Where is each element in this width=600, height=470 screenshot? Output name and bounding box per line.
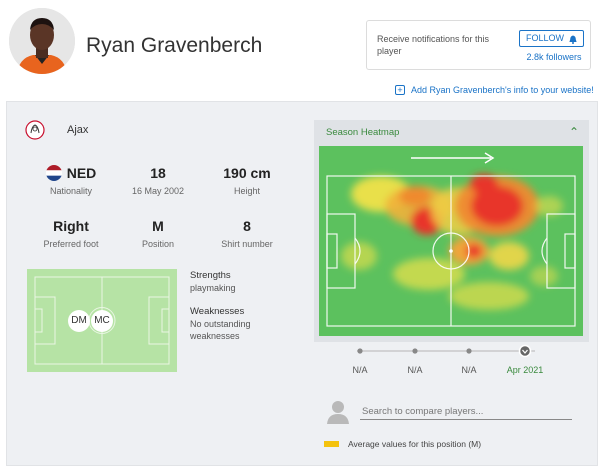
club-name: Ajax	[67, 124, 89, 136]
stat-position: M Position	[108, 218, 208, 249]
heatmap-pitch	[319, 146, 583, 336]
followers-count: 2.8k followers	[526, 52, 582, 62]
compare-search	[325, 398, 585, 428]
notification-text: Receive notifications for this player	[377, 34, 490, 56]
stat-value: 8	[243, 218, 251, 234]
stat-shirt-number: 8 Shirt number	[197, 218, 297, 249]
legend: Average values for this position (M)	[324, 439, 481, 449]
plus-icon: +	[395, 85, 405, 95]
legend-swatch	[324, 441, 339, 447]
notification-box: Receive notifications for this player FO…	[366, 20, 591, 70]
stat-preferred-foot: Right Preferred foot	[21, 218, 121, 249]
attack-direction-arrow-icon	[411, 152, 495, 164]
timeline-point-active[interactable]: Apr 2021	[506, 365, 544, 375]
compare-players-input[interactable]	[360, 404, 572, 420]
heatmap-card: Season Heatmap ⌃	[314, 120, 589, 342]
legend-label: Average values for this position (M)	[348, 439, 482, 449]
stat-label: 16 May 2002	[131, 186, 185, 196]
position-dot-dm: DM	[68, 310, 90, 332]
stat-value: 18	[150, 165, 166, 181]
player-avatar	[9, 8, 75, 74]
strengths-block: Strengths playmaking	[190, 270, 236, 294]
stat-nationality: NED Nationality	[21, 165, 121, 196]
user-silhouette-icon	[327, 401, 349, 424]
heatmap-graphic	[326, 152, 576, 327]
bell-icon	[569, 35, 577, 44]
stat-value: NED	[66, 165, 97, 181]
strengths-items: playmaking	[190, 283, 236, 293]
player-info-panel: Ajax NED Nationality 18 16 May 2002 190 …	[6, 101, 598, 466]
position-pitch: DM MC	[27, 269, 177, 372]
season-timeline: N/A N/A N/A Apr 2021	[345, 344, 545, 375]
club-row[interactable]: Ajax	[25, 120, 88, 140]
weaknesses-items: No outstanding weaknesses	[190, 319, 251, 341]
follow-label: FOLLOW	[526, 33, 565, 43]
chevron-up-icon[interactable]: ⌃	[568, 125, 579, 139]
position-dot-mc: MC	[91, 310, 113, 332]
strengths-title: Strengths	[190, 270, 231, 281]
stat-label: Nationality	[49, 186, 93, 196]
player-header: Ryan Gravenberch Receive notifications f…	[0, 0, 600, 84]
timeline-track	[357, 344, 535, 358]
stat-label: Position	[141, 239, 175, 249]
stat-value: Right	[53, 218, 89, 234]
stat-height: 190 cm Height	[197, 165, 297, 196]
stat-label: Shirt number	[221, 239, 273, 249]
timeline-point[interactable]: N/A	[407, 365, 423, 375]
weaknesses-block: Weaknesses No outstanding weaknesses	[190, 306, 280, 342]
add-info-label: Add Ryan Gravenberch's info to your webs…	[411, 85, 594, 95]
stat-label: Preferred foot	[43, 239, 99, 249]
stat-label: Height	[233, 186, 260, 196]
timeline-point[interactable]: N/A	[352, 365, 368, 375]
player-name: Ryan Gravenberch	[86, 34, 263, 57]
follow-button[interactable]: FOLLOW	[519, 30, 584, 47]
weaknesses-title: Weaknesses	[190, 306, 245, 317]
timeline-point[interactable]: N/A	[461, 365, 477, 375]
club-logo-icon	[25, 120, 45, 140]
add-info-link[interactable]: + Add Ryan Gravenberch's info to your we…	[395, 85, 594, 95]
netherlands-flag-icon	[45, 165, 62, 181]
heatmap-title: Season Heatmap	[326, 127, 400, 138]
stat-value: 190 cm	[223, 165, 271, 181]
stat-age: 18 16 May 2002	[108, 165, 208, 196]
stat-value: M	[152, 218, 164, 234]
